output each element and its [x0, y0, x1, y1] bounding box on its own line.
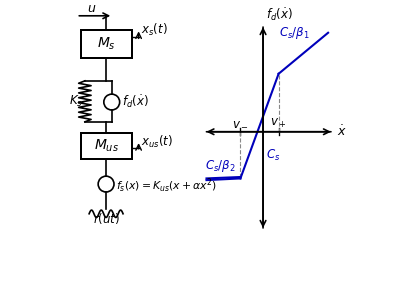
Text: $v_-$: $v_-$	[232, 116, 249, 129]
Text: $f_d(\dot{x})$: $f_d(\dot{x})$	[266, 6, 293, 23]
Text: $u$: $u$	[87, 2, 97, 15]
Text: $C_s/\beta_2$: $C_s/\beta_2$	[205, 158, 236, 174]
Text: $r(ut)$: $r(ut)$	[93, 211, 120, 226]
Text: $f_d(\dot{x})$: $f_d(\dot{x})$	[122, 94, 149, 110]
Bar	[81, 30, 131, 58]
Bar	[81, 133, 131, 159]
Text: $C_s$: $C_s$	[266, 148, 280, 163]
Text: $C_s/\beta_1$: $C_s/\beta_1$	[279, 24, 310, 41]
Text: $M_{us}$: $M_{us}$	[93, 138, 118, 154]
Text: $v_+$: $v_+$	[270, 117, 287, 130]
Text: $f_s(x) = K_{us}(x + \alpha x^2)$: $f_s(x) = K_{us}(x + \alpha x^2)$	[116, 176, 217, 195]
Text: $x_s(t)$: $x_s(t)$	[141, 22, 168, 38]
Text: $x_{us}(t)$: $x_{us}(t)$	[141, 134, 173, 150]
Text: $\dot{x}$: $\dot{x}$	[337, 124, 347, 139]
Text: $M_s$: $M_s$	[97, 36, 116, 52]
Text: $K_s$: $K_s$	[69, 94, 83, 109]
